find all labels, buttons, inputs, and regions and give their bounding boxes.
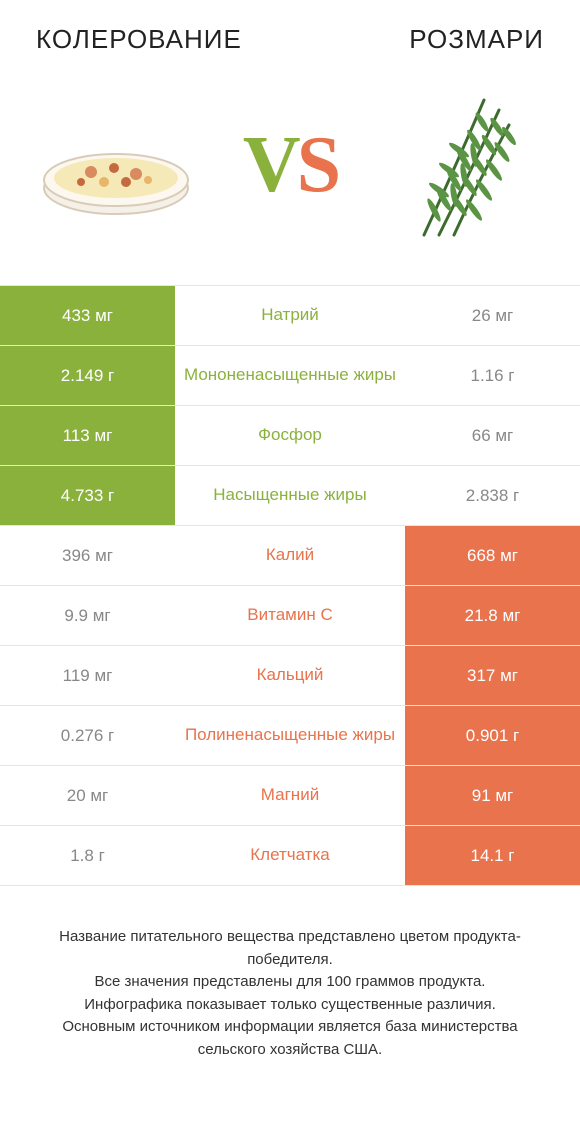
comparison-table: 433 мгНатрий26 мг2.149 гМононенасыщенные…	[0, 285, 580, 886]
value-right: 317 мг	[405, 646, 580, 705]
footer-line-2: Все значения представлены для 100 граммо…	[30, 971, 550, 994]
value-left: 1.8 г	[0, 826, 175, 885]
value-left: 113 мг	[0, 406, 175, 465]
table-row: 2.149 гМононенасыщенные жиры1.16 г	[0, 346, 580, 406]
vs-label: VS	[243, 120, 337, 211]
value-right: 66 мг	[405, 406, 580, 465]
table-row: 0.276 гПолиненасыщенные жиры0.901 г	[0, 706, 580, 766]
footer-line-3: Инфографика показывает только существенн…	[30, 994, 550, 1017]
title-right: РОЗМАРИ	[409, 24, 544, 55]
value-right: 668 мг	[405, 526, 580, 585]
value-right: 26 мг	[405, 286, 580, 345]
value-left: 2.149 г	[0, 346, 175, 405]
table-row: 113 мгФосфор66 мг	[0, 406, 580, 466]
nutrient-label: Магний	[175, 766, 405, 825]
value-right: 0.901 г	[405, 706, 580, 765]
nutrient-label: Натрий	[175, 286, 405, 345]
nutrient-label: Калий	[175, 526, 405, 585]
vs-s: S	[297, 121, 338, 209]
value-right: 14.1 г	[405, 826, 580, 885]
food-image-left	[36, 105, 196, 225]
table-row: 20 мгМагний91 мг	[0, 766, 580, 826]
nutrient-label: Клетчатка	[175, 826, 405, 885]
value-right: 1.16 г	[405, 346, 580, 405]
value-left: 433 мг	[0, 286, 175, 345]
value-left: 20 мг	[0, 766, 175, 825]
title-left: КОЛЕРОВАНИЕ	[36, 24, 242, 55]
vs-v: V	[243, 121, 297, 209]
titles-row: КОЛЕРОВАНИЕ РОЗМАРИ	[0, 0, 580, 55]
table-row: 119 мгКальций317 мг	[0, 646, 580, 706]
table-row: 9.9 мгВитамин C21.8 мг	[0, 586, 580, 646]
nutrient-label: Витамин C	[175, 586, 405, 645]
nutrient-label: Фосфор	[175, 406, 405, 465]
value-left: 9.9 мг	[0, 586, 175, 645]
footer-line-1: Название питательного вещества представл…	[30, 926, 550, 971]
nutrient-label: Насыщенные жиры	[175, 466, 405, 525]
nutrient-label: Мононенасыщенные жиры	[175, 346, 405, 405]
value-left: 4.733 г	[0, 466, 175, 525]
food-image-right	[384, 105, 544, 225]
table-row: 396 мгКалий668 мг	[0, 526, 580, 586]
value-right: 2.838 г	[405, 466, 580, 525]
value-left: 396 мг	[0, 526, 175, 585]
nutrient-label: Полиненасыщенные жиры	[175, 706, 405, 765]
table-row: 1.8 гКлетчатка14.1 г	[0, 826, 580, 886]
nutrient-label: Кальций	[175, 646, 405, 705]
hero-row: VS	[0, 55, 580, 285]
footer-notes: Название питательного вещества представл…	[0, 886, 580, 1061]
table-row: 433 мгНатрий26 мг	[0, 286, 580, 346]
footer-line-4: Основным источником информации является …	[30, 1016, 550, 1061]
value-left: 119 мг	[0, 646, 175, 705]
value-right: 91 мг	[405, 766, 580, 825]
value-right: 21.8 мг	[405, 586, 580, 645]
value-left: 0.276 г	[0, 706, 175, 765]
table-row: 4.733 гНасыщенные жиры2.838 г	[0, 466, 580, 526]
